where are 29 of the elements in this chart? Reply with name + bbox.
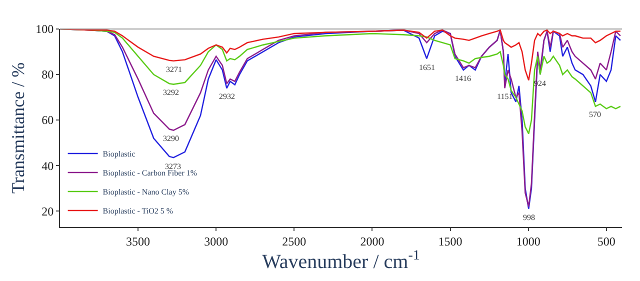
x-tick-label: 500	[597, 234, 616, 248]
x-tick-label: 3000	[204, 234, 228, 248]
annotation: 998	[523, 213, 535, 222]
y-tick-label: 60	[42, 113, 54, 128]
annotation: 3292	[163, 88, 179, 97]
annotation: 3290	[163, 134, 179, 143]
annotation: 1151	[497, 92, 513, 101]
x-tick-label: 2500	[282, 234, 306, 248]
y-tick-label: 100	[36, 22, 54, 36]
x-tick-label: 2000	[360, 234, 384, 248]
x-axis-title: Wavenumber / cm$^{-1}$	[262, 248, 420, 273]
annotation: 1416	[455, 74, 471, 83]
annotation: 3273	[165, 162, 181, 171]
x-tick-label: 1000	[516, 234, 540, 248]
legend-label: Bioplastic	[102, 150, 136, 159]
y-tick-label: 20	[42, 204, 54, 218]
y-tick-label: 40	[42, 158, 54, 173]
legend-label: Bioplastic - Nano Clay 5%	[102, 188, 190, 197]
y-tick-label: 80	[42, 68, 54, 82]
annotation: 2932	[219, 92, 235, 101]
x-tick-label: 3500	[126, 234, 150, 248]
annotation: 570	[589, 110, 601, 119]
annotation: 3271	[166, 65, 182, 74]
legend-label: Bioplastic - TiO2 5 %	[102, 206, 174, 216]
y-axis-title: Transmittance / %	[8, 62, 28, 194]
x-tick-label: 1500	[438, 234, 462, 248]
line-series	[60, 29, 622, 81]
legend-label: Bioplastic - Carbon Fiber 1%	[102, 168, 198, 178]
annotation: 1651	[419, 63, 435, 72]
